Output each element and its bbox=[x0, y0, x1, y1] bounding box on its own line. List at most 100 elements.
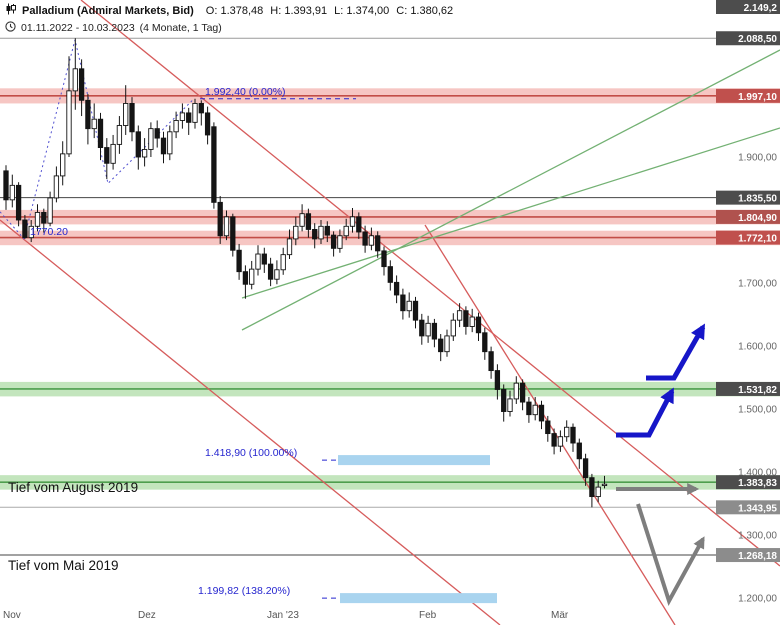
candle bbox=[110, 143, 116, 164]
candle bbox=[97, 118, 104, 148]
candle bbox=[475, 316, 482, 334]
candle bbox=[123, 102, 129, 126]
candle bbox=[419, 319, 425, 337]
candle bbox=[104, 147, 110, 164]
candle bbox=[406, 300, 412, 312]
close-value: 1.380,62 bbox=[410, 4, 454, 17]
candle bbox=[293, 225, 299, 240]
price-badge: 1.531,82 bbox=[716, 381, 780, 396]
uptrend-line-flat bbox=[241, 127, 780, 299]
candle bbox=[299, 213, 305, 227]
candle bbox=[148, 128, 154, 150]
candle bbox=[141, 148, 148, 158]
candle bbox=[3, 170, 9, 201]
candle bbox=[47, 197, 53, 224]
candle bbox=[393, 281, 400, 296]
candle bbox=[261, 253, 267, 265]
downtrend-line-lower bbox=[0, 219, 501, 625]
candle bbox=[167, 131, 173, 155]
clock-icon bbox=[5, 21, 16, 35]
candle bbox=[545, 420, 551, 435]
candle bbox=[28, 225, 34, 239]
candle bbox=[463, 310, 469, 327]
ohlc-values: O: 1.378,48 H: 1.393,91 L: 1.374,00 C: 1.38… bbox=[199, 5, 453, 17]
candle bbox=[425, 322, 431, 337]
candle bbox=[305, 213, 312, 230]
fib-highlight-1 bbox=[338, 455, 490, 466]
price-badge: 1.343,95 bbox=[716, 500, 780, 515]
candlestick-icon bbox=[5, 3, 17, 18]
candle bbox=[482, 332, 488, 353]
candle bbox=[595, 486, 601, 498]
candle bbox=[78, 68, 85, 101]
price-badge: 2.088,50 bbox=[716, 31, 780, 46]
y-axis-label: 1.200,00 bbox=[738, 594, 777, 605]
candle bbox=[488, 351, 494, 372]
candle bbox=[349, 216, 356, 227]
y-axis-label: 1.900,00 bbox=[738, 153, 777, 164]
svg-text:2.088,50: 2.088,50 bbox=[738, 34, 777, 45]
fib-highlight-2 bbox=[340, 593, 497, 604]
date-range: 01.11.2022 - 10.03.2023 bbox=[21, 22, 135, 34]
candle bbox=[576, 442, 582, 460]
candle bbox=[267, 263, 274, 280]
candle bbox=[186, 112, 192, 123]
candle bbox=[236, 249, 242, 273]
candle bbox=[330, 234, 337, 249]
price-badge: 2.149,2 bbox=[716, 0, 780, 14]
candle bbox=[173, 120, 179, 133]
candle bbox=[154, 128, 160, 139]
candle bbox=[72, 68, 78, 92]
candle bbox=[179, 112, 186, 121]
candle bbox=[400, 294, 406, 312]
candle bbox=[532, 404, 538, 416]
candle bbox=[324, 225, 330, 236]
candle bbox=[343, 225, 349, 237]
candle bbox=[412, 300, 419, 321]
svg-text:2.149,2: 2.149,2 bbox=[744, 3, 778, 14]
candle bbox=[85, 99, 91, 130]
open-value: 1.378,48 bbox=[220, 4, 264, 17]
annotation-label: Tief vom August 2019 bbox=[8, 480, 138, 495]
candle bbox=[356, 216, 362, 233]
candle bbox=[129, 102, 135, 133]
svg-text:1.383,83: 1.383,83 bbox=[738, 478, 777, 489]
candle bbox=[160, 137, 167, 155]
candle bbox=[589, 477, 595, 498]
candle bbox=[318, 225, 324, 240]
candle bbox=[564, 426, 570, 438]
candle bbox=[255, 253, 261, 270]
candle bbox=[387, 266, 393, 283]
candle bbox=[53, 175, 60, 199]
candle bbox=[34, 211, 41, 227]
y-axis-label: 1.600,00 bbox=[738, 342, 777, 353]
candle bbox=[22, 219, 28, 239]
svg-text:1.804,90: 1.804,90 bbox=[738, 213, 777, 224]
candle bbox=[570, 426, 576, 444]
svg-text:1.997,10: 1.997,10 bbox=[738, 92, 777, 103]
price-badge: 1.997,10 bbox=[716, 88, 780, 103]
price-badge: 1.804,90 bbox=[716, 209, 780, 224]
candle bbox=[249, 268, 255, 285]
bullish-scenario-arrow-lower bbox=[616, 387, 675, 438]
candle bbox=[456, 310, 463, 321]
candle bbox=[469, 316, 475, 327]
candle bbox=[444, 335, 450, 353]
y-axis-label: 1.700,00 bbox=[738, 279, 777, 290]
y-axis-label: 1.300,00 bbox=[738, 531, 777, 542]
candle bbox=[381, 250, 387, 268]
candle bbox=[280, 254, 286, 271]
candle bbox=[217, 201, 223, 237]
fib-label-2: 1.199,82 (138.20%) bbox=[198, 585, 290, 597]
candle bbox=[91, 118, 97, 130]
candle bbox=[15, 184, 22, 221]
chart-header: Palladium (Admiral Markets, Bid) O: 1.37… bbox=[5, 3, 453, 35]
candle bbox=[230, 216, 236, 251]
low-label: L: bbox=[334, 4, 344, 17]
candle bbox=[582, 458, 589, 479]
candle bbox=[538, 404, 545, 422]
candle bbox=[526, 401, 532, 416]
low-value: 1.374,00 bbox=[346, 4, 390, 17]
candle bbox=[431, 322, 438, 340]
